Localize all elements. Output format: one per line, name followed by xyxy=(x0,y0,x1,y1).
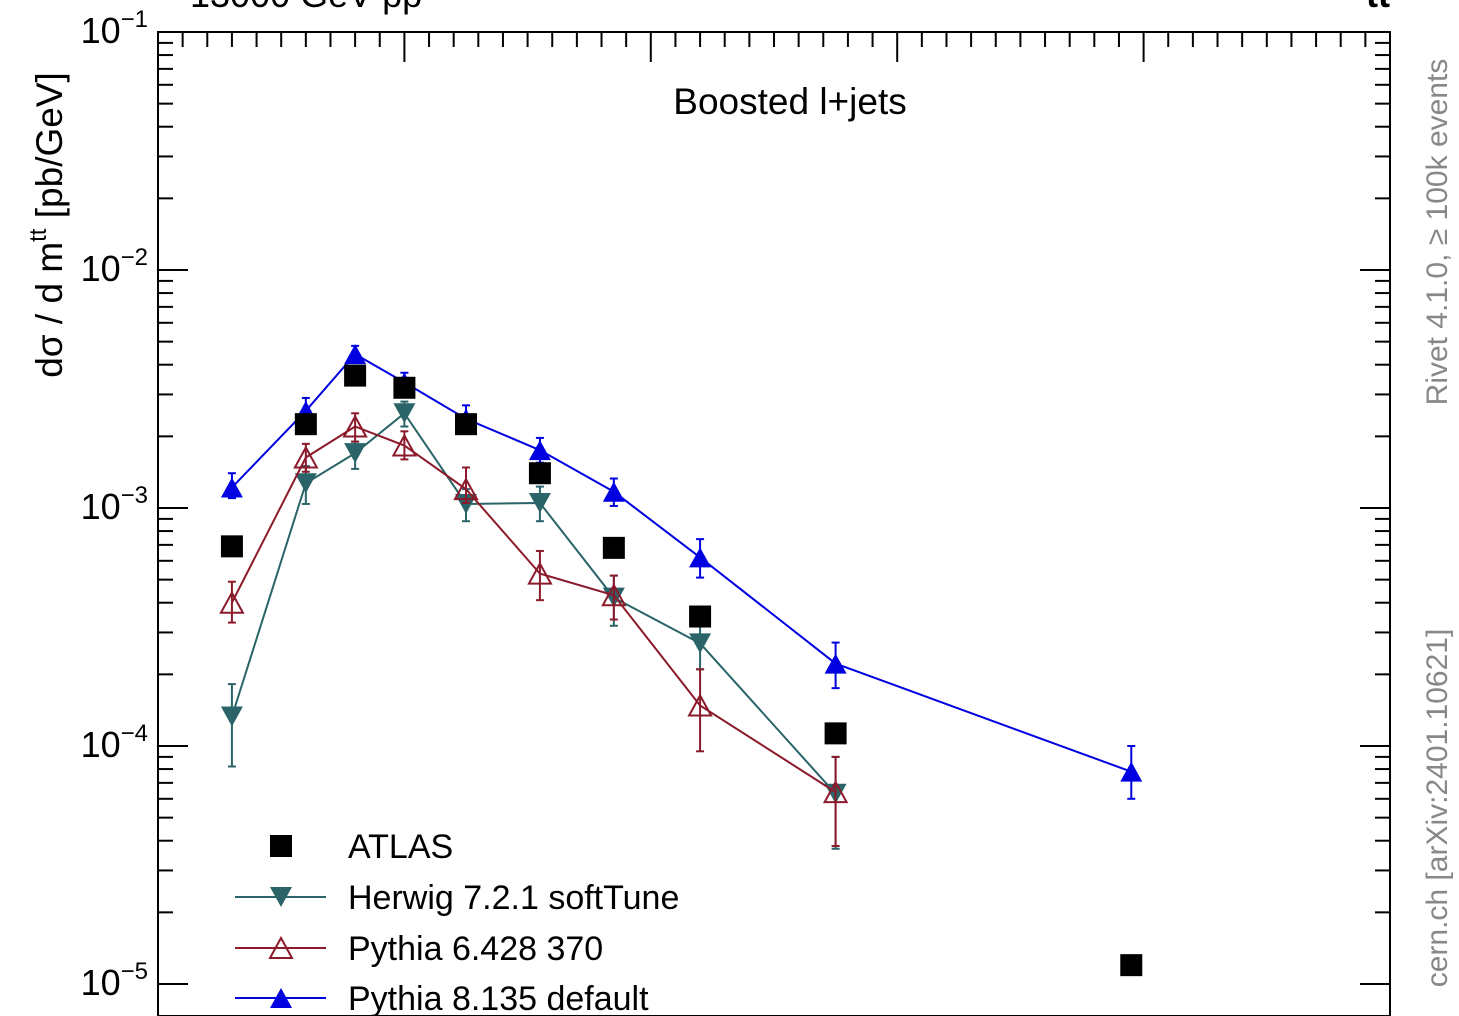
legend-marker xyxy=(270,835,292,857)
data-point xyxy=(689,633,712,654)
data-point xyxy=(528,440,551,461)
y-axis-label-unit: [pb/GeV] xyxy=(29,72,70,228)
rivet-label: Rivet 4.1.0, ≥ 100k events xyxy=(1421,59,1454,406)
data-point xyxy=(294,473,317,494)
y-tick-label-exp: −3 xyxy=(121,482,148,509)
series-pythia-8-135-default xyxy=(220,344,1143,800)
y-axis-label-main: dσ / d m xyxy=(29,242,70,378)
data-point xyxy=(344,443,367,464)
y-tick-label: 10−3 xyxy=(81,482,148,527)
axis-ticks xyxy=(157,31,1391,985)
legend: ATLAS Herwig 7.2.1 softTune Pythia 6.428 3… xyxy=(235,828,679,1016)
process-label: tt xyxy=(1366,0,1390,15)
y-axis-label: dσ / d mtt [pb/GeV] xyxy=(25,72,70,378)
y-tick-label-exp: −4 xyxy=(121,720,148,747)
data-point xyxy=(1120,761,1143,782)
legend-label: Herwig 7.2.1 softTune xyxy=(348,879,679,917)
y-tick-label-base: 10 xyxy=(81,486,121,527)
plot-frame xyxy=(157,31,1391,1016)
data-point xyxy=(602,481,625,502)
data-point xyxy=(601,583,627,607)
data-point xyxy=(453,477,479,501)
legend-item: Pythia 6.428 370 xyxy=(235,930,603,968)
data-point xyxy=(344,364,367,387)
legend-marker xyxy=(270,887,292,907)
data-point xyxy=(294,413,317,436)
y-tick-label-base: 10 xyxy=(81,10,121,51)
y-tick-labels: 10−110−210−310−410−5 xyxy=(81,6,148,1003)
data-point xyxy=(528,462,551,485)
chart-title: Boosted l+jets xyxy=(673,81,906,122)
series-atlas xyxy=(220,364,1143,977)
legend-label: ATLAS xyxy=(348,828,453,866)
data-point xyxy=(824,722,847,745)
legend-item: Herwig 7.2.1 softTune xyxy=(235,879,679,917)
data-point xyxy=(342,414,368,438)
y-tick-label: 10−1 xyxy=(81,6,148,51)
data-point xyxy=(219,590,245,614)
data-point xyxy=(602,536,625,559)
y-axis-label-sup: tt xyxy=(25,228,52,242)
data-point xyxy=(822,780,849,804)
y-tick-label: 10−5 xyxy=(81,958,148,1003)
legend-item: ATLAS xyxy=(270,828,453,866)
legend-item: Pythia 8.135 default xyxy=(235,980,649,1016)
legend-label: Pythia 8.135 default xyxy=(348,980,649,1016)
legend-label: Pythia 6.428 370 xyxy=(348,930,603,968)
y-tick-label-base: 10 xyxy=(81,248,121,289)
data-point xyxy=(527,561,553,585)
data-point xyxy=(393,376,416,399)
energy-label: 13000 GeV pp xyxy=(190,0,422,15)
source-label: cern.ch [arXiv:2401.10621] xyxy=(1421,629,1454,988)
data-point xyxy=(391,433,418,457)
data-point xyxy=(689,605,712,628)
y-tick-label: 10−4 xyxy=(81,720,148,765)
legend-marker xyxy=(270,988,292,1008)
data-point xyxy=(220,706,243,727)
y-tick-label-base: 10 xyxy=(81,724,121,765)
data-point xyxy=(220,477,243,498)
y-tick-label-exp: −2 xyxy=(121,244,148,271)
series-pythia-6-428-370 xyxy=(219,412,849,848)
data-point xyxy=(455,413,477,436)
data-point xyxy=(293,445,319,469)
series-layer xyxy=(219,344,1143,977)
data-point xyxy=(687,693,713,717)
y-tick-label-exp: −1 xyxy=(121,6,148,33)
data-point xyxy=(824,653,847,674)
data-point xyxy=(393,403,416,424)
data-point xyxy=(220,535,243,558)
data-point xyxy=(689,547,712,568)
y-tick-label: 10−2 xyxy=(81,244,148,289)
data-point xyxy=(528,492,551,513)
y-tick-label-base: 10 xyxy=(81,962,121,1003)
y-tick-label-exp: −5 xyxy=(121,958,148,985)
data-point xyxy=(1120,954,1143,977)
data-point xyxy=(344,344,367,365)
legend-marker xyxy=(268,935,294,959)
series-line xyxy=(231,352,1132,773)
